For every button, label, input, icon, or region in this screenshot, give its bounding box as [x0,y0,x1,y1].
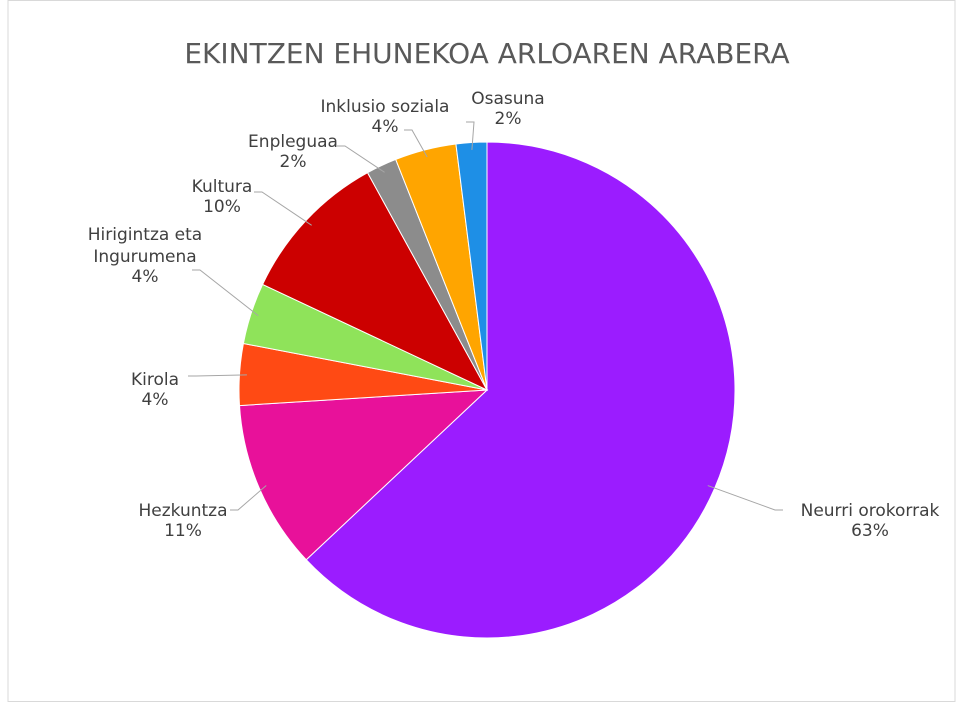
value-label: 4% [142,390,169,410]
pie-slice [455,141,488,391]
leader-line [707,485,783,511]
label-line: Kirola [131,370,179,390]
leader-line [404,129,428,158]
slice-label: Hezkuntza [138,501,227,521]
value-label: 11% [164,521,202,541]
leader-line [254,191,312,226]
label-line: Neurri orokorrak [801,501,940,521]
label-line: Hezkuntza [138,501,227,521]
leader-line [466,121,475,150]
slice-label: Hirigintza eta Ingurumena [88,225,202,267]
value-label: 2% [495,109,522,129]
value-label: 2% [280,152,307,172]
leader-line [337,145,385,173]
label-line: Inklusio soziala [321,97,450,117]
value-label: 10% [203,197,241,217]
value-label: 63% [851,521,889,541]
slice-label: Neurri orokorrak [801,501,940,521]
value-label: 4% [132,267,159,287]
value-label: 4% [372,117,399,137]
slice-label: Osasuna [471,89,544,109]
label-line: Enpleguaa [248,132,338,152]
leader-line [230,485,267,511]
label-line: Kultura [192,177,253,197]
chart-title: EKINTZEN EHUNEKOA ARLOAREN ARABERA [184,37,789,70]
pie-slice [261,171,489,392]
leader-line [188,374,247,377]
slice-label: Kultura [192,177,253,197]
leader-line [192,269,259,317]
slice-label: Kirola [131,370,179,390]
label-line: Ingurumena [93,247,196,267]
label-line: Osasuna [471,89,544,109]
slice-label: Inklusio soziala [321,97,450,117]
pie-slice [238,389,489,561]
label-line: Hirigintza eta [88,225,202,245]
slice-label: Enpleguaa [248,132,338,152]
